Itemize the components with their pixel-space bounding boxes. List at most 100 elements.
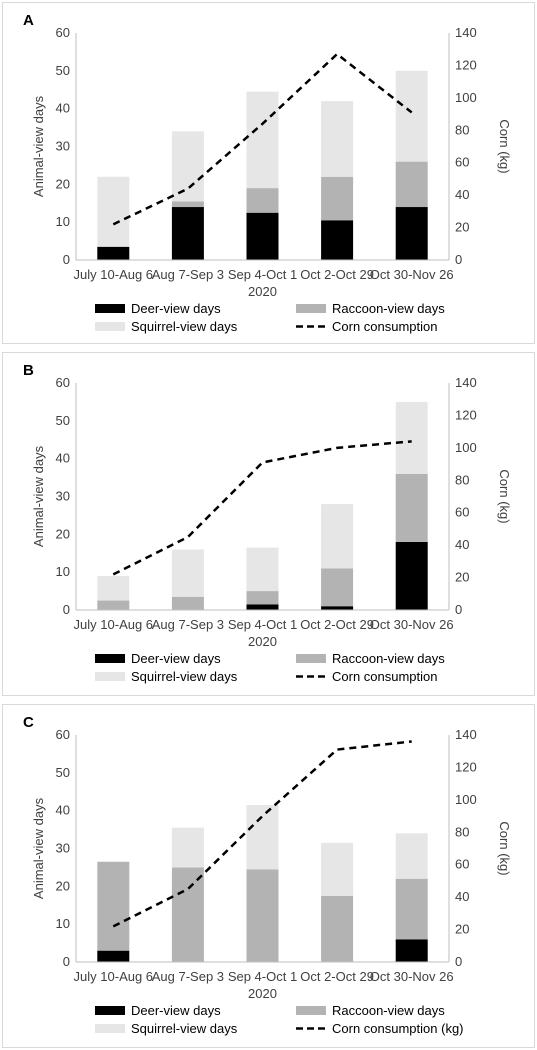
- bar-deer-view-days: [321, 606, 354, 610]
- y-tick-label: 60: [56, 25, 70, 40]
- y-tick-label: 0: [63, 954, 70, 969]
- bar-squirrel-view-days: [246, 91, 279, 189]
- legend-swatch: [95, 1024, 125, 1033]
- x-tick-label: Sep 4-Oct 1: [228, 617, 297, 632]
- y2-tick-label: 80: [455, 824, 469, 839]
- legend-swatch: [95, 672, 125, 681]
- legend-swatch: [95, 1006, 125, 1015]
- y-tick-label: 20: [56, 176, 70, 191]
- x-tick-label: Sep 4-Oct 1: [228, 267, 297, 282]
- chart-panel-a: A 0 10 20 30 40 50 60 0 20 40 60 80 100 120 140 Animal-v…: [2, 2, 535, 344]
- y-axis-title: Animal-view days: [31, 95, 46, 197]
- panel-label: B: [23, 362, 34, 379]
- x-tick-label: Oct 2-Oct 29: [300, 617, 374, 632]
- y2-tick-label: 120: [455, 759, 477, 774]
- legend-swatch: [95, 322, 125, 331]
- chart-svg-c: C 0 10 20 30 40 50 60 0 20 40 60 80 100 120 140 Animal-v…: [23, 714, 512, 1036]
- legend-label: Squirrel-view days: [131, 1021, 238, 1036]
- y-tick-label: 0: [63, 252, 70, 267]
- bar-squirrel-view-days: [246, 547, 279, 592]
- legend-swatch: [296, 654, 326, 663]
- legend-label: Raccoon-view days: [332, 1003, 445, 1018]
- bar-deer-view-days: [97, 950, 130, 962]
- y2-tick-label: 40: [455, 537, 469, 552]
- bar-raccoon-view-days: [171, 596, 204, 610]
- y2-tick-label: 140: [455, 375, 477, 390]
- y2-axis-title: Corn (kg): [497, 119, 512, 173]
- y-tick-label: 40: [56, 101, 70, 116]
- y-tick-label: 60: [56, 727, 70, 742]
- bar-raccoon-view-days: [171, 867, 204, 962]
- legend-swatch: [95, 304, 125, 313]
- legend-label: Deer-view days: [131, 1003, 221, 1018]
- x-axis-title: 2020: [248, 986, 277, 1001]
- legend-swatch: [296, 1006, 326, 1015]
- y2-tick-label: 60: [455, 505, 469, 520]
- y-tick-label: 40: [56, 803, 70, 818]
- bar-raccoon-view-days: [321, 895, 354, 962]
- y2-tick-label: 80: [455, 122, 469, 137]
- x-tick-label: July 10-Aug 6: [74, 617, 154, 632]
- x-axis-title: 2020: [248, 284, 277, 299]
- bar-raccoon-view-days: [97, 861, 130, 951]
- legend-label: Corn consumption: [332, 669, 438, 684]
- panel-label: A: [23, 12, 34, 29]
- y-tick-label: 0: [63, 602, 70, 617]
- legend-swatch: [95, 654, 125, 663]
- legend-label: Raccoon-view days: [332, 651, 445, 666]
- bar-raccoon-view-days: [395, 161, 428, 208]
- bar-squirrel-view-days: [395, 833, 428, 879]
- y2-tick-label: 100: [455, 90, 477, 105]
- bar-raccoon-view-days: [395, 878, 428, 940]
- bar-raccoon-view-days: [97, 600, 130, 610]
- y-tick-label: 30: [56, 139, 70, 154]
- y-tick-label: 50: [56, 63, 70, 78]
- bar-raccoon-view-days: [246, 869, 279, 962]
- y2-tick-label: 0: [455, 602, 462, 617]
- bar-squirrel-view-days: [395, 70, 428, 162]
- corn-consumption-line: [112, 440, 412, 576]
- bar-squirrel-view-days: [97, 575, 130, 601]
- y2-tick-label: 120: [455, 57, 477, 72]
- chart-panel-b: B 0 10 20 30 40 50 60 0 20 40 60 80 100 120 140 Animal-v…: [2, 352, 535, 696]
- legend-swatch: [296, 304, 326, 313]
- bar-squirrel-view-days: [321, 101, 354, 177]
- y-tick-label: 50: [56, 413, 70, 428]
- y2-tick-label: 0: [455, 954, 462, 969]
- bar-raccoon-view-days: [246, 591, 279, 605]
- bar-deer-view-days: [246, 212, 279, 260]
- bar-raccoon-view-days: [395, 473, 428, 542]
- y-axis-title: Animal-view days: [31, 797, 46, 899]
- bar-raccoon-view-days: [321, 176, 354, 221]
- bar-raccoon-view-days: [171, 201, 204, 208]
- x-tick-label: Oct 2-Oct 29: [300, 267, 374, 282]
- x-axis-title: 2020: [248, 634, 277, 649]
- bar-deer-view-days: [395, 939, 428, 962]
- x-tick-label: Aug 7-Sep 3: [152, 969, 224, 984]
- corn-consumption-line: [112, 52, 413, 226]
- legend-label: Deer-view days: [131, 301, 221, 316]
- y2-tick-label: 0: [455, 252, 462, 267]
- bar-raccoon-view-days: [321, 568, 354, 607]
- legend-label: Corn consumption (kg): [332, 1021, 464, 1036]
- bar-deer-view-days: [395, 207, 428, 260]
- y2-tick-label: 60: [455, 857, 469, 872]
- chart-panel-c: C 0 10 20 30 40 50 60 0 20 40 60 80 100 120 140 Animal-v…: [2, 704, 535, 1048]
- y2-tick-label: 60: [455, 155, 469, 170]
- y-tick-label: 10: [56, 214, 70, 229]
- bar-squirrel-view-days: [171, 827, 204, 868]
- chart-svg-b: B 0 10 20 30 40 50 60 0 20 40 60 80 100 120 140 Animal-v…: [23, 362, 512, 684]
- bar-squirrel-view-days: [97, 176, 130, 247]
- bar-squirrel-view-days: [321, 842, 354, 896]
- y2-tick-label: 20: [455, 570, 469, 585]
- bar-squirrel-view-days: [321, 504, 354, 569]
- y2-tick-label: 100: [455, 792, 477, 807]
- bar-squirrel-view-days: [171, 549, 204, 597]
- bar-deer-view-days: [97, 246, 130, 260]
- y2-tick-label: 100: [455, 440, 477, 455]
- x-tick-label: July 10-Aug 6: [74, 267, 154, 282]
- bar-squirrel-view-days: [395, 401, 428, 474]
- bar-deer-view-days: [321, 220, 354, 260]
- x-tick-label: Sep 4-Oct 1: [228, 969, 297, 984]
- x-tick-label: Oct 30-Nov 26: [370, 969, 454, 984]
